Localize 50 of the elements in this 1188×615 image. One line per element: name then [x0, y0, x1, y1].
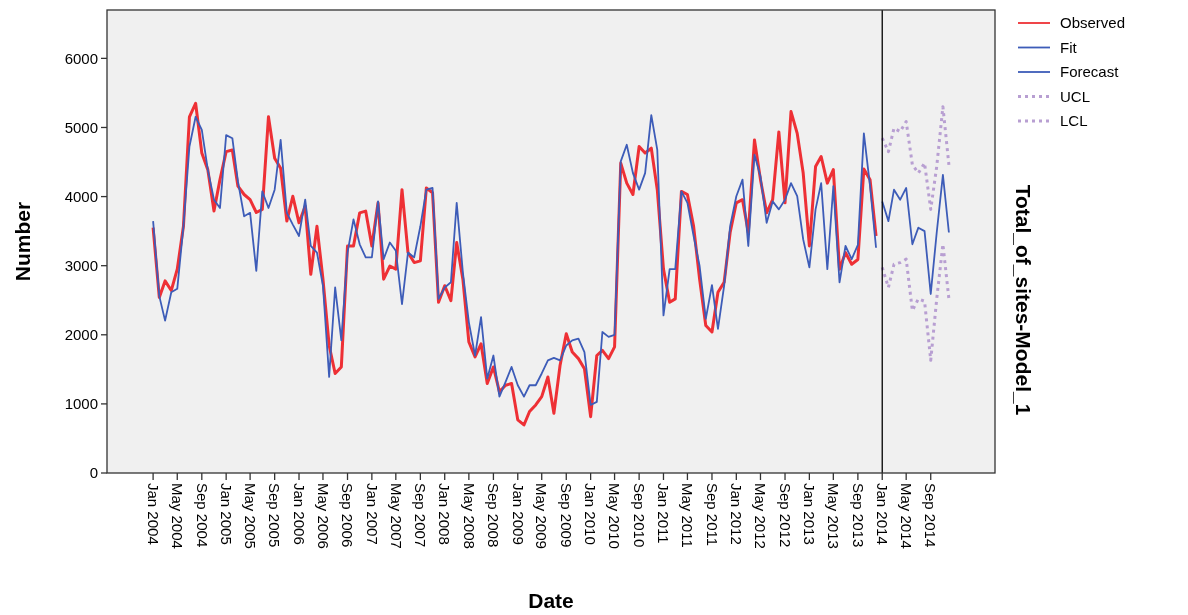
x-tick-label: May 2004 [169, 483, 187, 549]
x-tick-label: May 2006 [314, 483, 332, 549]
x-axis-title: Date [528, 589, 574, 612]
x-tick-label: Jan 2004 [144, 483, 162, 545]
y-tick-label: 0 [89, 464, 98, 482]
x-tick-label: May 2009 [533, 483, 551, 549]
x-tick-label: Sep 2006 [339, 483, 357, 548]
x-tick-label: May 2007 [387, 483, 405, 549]
x-tick-label: Sep 2004 [193, 483, 211, 548]
y-tick-label: 6000 [64, 49, 98, 67]
x-tick-label: May 2013 [825, 483, 843, 549]
x-tick-label: May 2014 [897, 483, 915, 549]
legend-label: Forecast [1060, 63, 1120, 81]
x-tick-label: Sep 2010 [630, 483, 648, 548]
x-tick-label: Sep 2009 [558, 483, 576, 548]
x-tick-label: Jan 2012 [728, 483, 746, 545]
x-tick-label: Jan 2007 [363, 483, 381, 545]
text: Total_of_sites-Model_1 [1012, 184, 1035, 416]
x-tick-label: May 2011 [679, 483, 697, 548]
x-tick-label: Jan 2014 [873, 483, 891, 545]
legend-label: UCL [1060, 87, 1091, 105]
y-tick-label: 5000 [64, 118, 98, 136]
x-tick-label: Jan 2005 [217, 483, 235, 545]
x-tick-label: Sep 2011 [703, 483, 721, 547]
x-tick-label: May 2008 [460, 483, 478, 549]
x-tick-label: Jan 2006 [290, 483, 308, 545]
y-tick-label: 3000 [64, 256, 98, 274]
x-tick-label: May 2005 [241, 483, 259, 549]
y-tick-label: 2000 [64, 326, 98, 344]
x-tick-label: Sep 2013 [849, 483, 867, 548]
legend-label: Fit [1060, 38, 1078, 56]
x-tick-label: Jan 2011 [655, 483, 673, 544]
x-tick-label: Jan 2013 [801, 483, 819, 545]
legend-label: Observed [1060, 14, 1126, 32]
x-tick-label: Sep 2008 [485, 483, 503, 548]
y-tick-label: 4000 [64, 187, 98, 205]
x-tick-label: Sep 2014 [922, 483, 940, 548]
y-tick-label: 1000 [64, 395, 98, 413]
x-tick-label: Sep 2007 [412, 483, 430, 548]
x-tick-label: May 2010 [606, 483, 624, 549]
line-series [881, 173, 950, 295]
x-tick-label: Sep 2005 [266, 483, 284, 548]
x-tick-label: Jan 2010 [582, 483, 600, 545]
x-tick-label: Jan 2008 [436, 483, 454, 545]
x-tick-label: Sep 2012 [776, 483, 794, 548]
y-axis-title: Number [11, 201, 34, 282]
x-tick-label: Jan 2009 [509, 483, 527, 545]
line-series [880, 105, 951, 211]
legend-label: LCL [1060, 112, 1088, 130]
x-tick-label: May 2012 [752, 483, 770, 549]
